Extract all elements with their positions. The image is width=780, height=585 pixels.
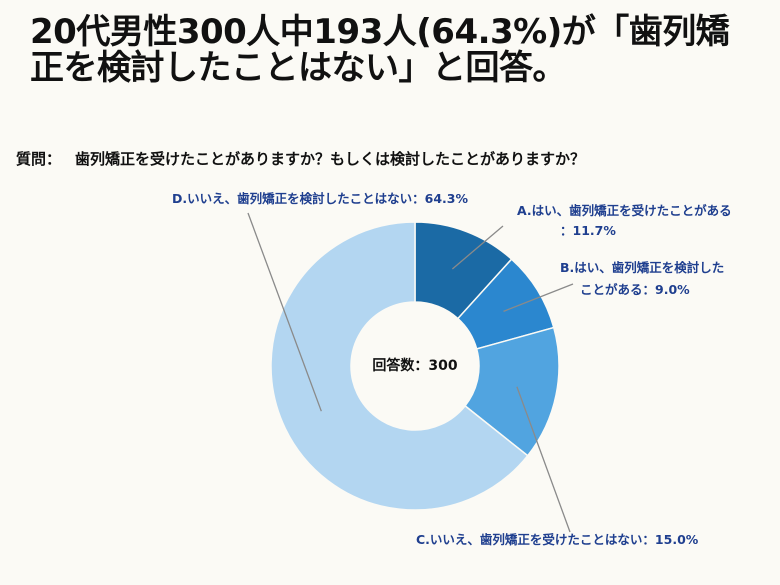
page-title: 20代男性300人中193人(64.3%)が「歯列矯正を検討したことはない」と回… <box>30 12 730 88</box>
slice-label: ことがある：9.0% <box>580 282 690 297</box>
slice-labels: A.はい、歯列矯正を受けたことがある ：11.7% B.はい、歯列矯正を検討したこと… <box>172 191 732 547</box>
leader-line <box>503 283 574 312</box>
slice-label: C.いいえ、歯列矯正を受けたことはない：15.0% <box>416 532 699 547</box>
leader-line <box>516 386 571 533</box>
question: 質問： 歯列矯正を受けたことがありますか？もしくは検討したことがありますか？ <box>16 148 776 169</box>
question-label: 質問： <box>16 150 62 168</box>
leader-line <box>247 212 322 412</box>
slice-label: B.はい、歯列矯正を検討した <box>560 260 724 275</box>
center-label: 回答数：300 <box>372 357 457 374</box>
leader-lines <box>247 212 574 533</box>
question-text: 歯列矯正を受けたことがありますか？もしくは検討したことがありますか？ <box>75 150 586 168</box>
donut-slices <box>270 221 560 511</box>
slice-label: A.はい、歯列矯正を受けたことがある <box>517 203 732 218</box>
slice-label: ：11.7% <box>560 223 616 238</box>
donut-slice <box>270 221 529 511</box>
slice-label: D.いいえ、歯列矯正を検討したことはない：64.3% <box>172 191 468 206</box>
leader-line <box>451 225 504 270</box>
